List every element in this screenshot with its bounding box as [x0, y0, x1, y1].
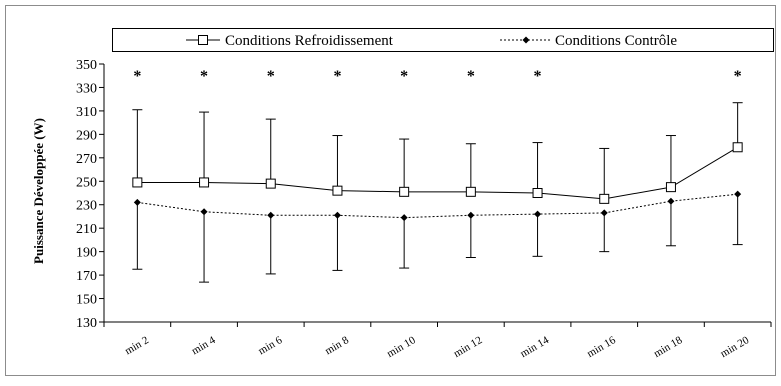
series-line-controle	[137, 193, 738, 219]
significance-star: *	[467, 68, 475, 85]
y-tick-label: 270	[76, 152, 97, 167]
y-tick-label: 130	[76, 316, 97, 331]
y-tick-label: 190	[76, 246, 97, 261]
legend-label-controle: Conditions Contrôle	[555, 33, 677, 49]
legend-marker-controle	[522, 36, 530, 44]
data-point-controle	[333, 211, 341, 219]
significance-star: *	[534, 68, 542, 85]
data-point-controle	[667, 197, 675, 205]
significance-star: *	[400, 68, 408, 85]
data-point-refroidissement	[132, 177, 143, 188]
y-tick-label: 150	[76, 293, 97, 308]
data-point-refroidissement	[332, 185, 343, 196]
data-point-controle	[400, 214, 408, 222]
data-point-controle	[267, 211, 275, 219]
data-point-refroidissement	[465, 186, 476, 197]
data-point-refroidissement	[599, 193, 610, 204]
legend-label-refroidissement: Conditions Refroidissement	[225, 33, 394, 49]
chart-frame	[5, 5, 776, 376]
y-tick-label: 290	[76, 128, 97, 143]
data-point-refroidissement	[399, 186, 410, 197]
y-tick-label: 230	[76, 199, 97, 214]
y-tick-label: 210	[76, 222, 97, 237]
legend-marker-refroidissement	[198, 35, 208, 45]
data-point-controle	[534, 210, 542, 218]
significance-star: *	[267, 68, 275, 85]
y-tick-label: 330	[76, 81, 97, 96]
significance-star: *	[200, 68, 208, 85]
data-point-refroidissement	[732, 142, 743, 153]
data-point-refroidissement	[199, 177, 210, 188]
y-tick-label: 350	[76, 58, 97, 73]
data-point-controle	[734, 190, 742, 198]
significance-star: *	[133, 68, 141, 85]
data-point-controle	[133, 198, 141, 206]
data-point-controle	[467, 211, 475, 219]
data-point-refroidissement	[532, 188, 543, 198]
data-point-refroidissement	[665, 182, 676, 193]
y-axis-label: Puissance Développée (W)	[31, 118, 46, 264]
series-line-refroidissement	[137, 146, 738, 200]
data-point-refroidissement	[265, 178, 276, 189]
y-tick-label: 170	[76, 269, 97, 284]
data-point-controle	[600, 209, 608, 217]
y-tick-label: 250	[76, 175, 97, 190]
legend-box	[112, 28, 774, 52]
significance-star: *	[333, 68, 341, 85]
significance-star: *	[734, 68, 742, 85]
data-point-controle	[200, 208, 208, 216]
y-tick-label: 310	[76, 105, 97, 120]
